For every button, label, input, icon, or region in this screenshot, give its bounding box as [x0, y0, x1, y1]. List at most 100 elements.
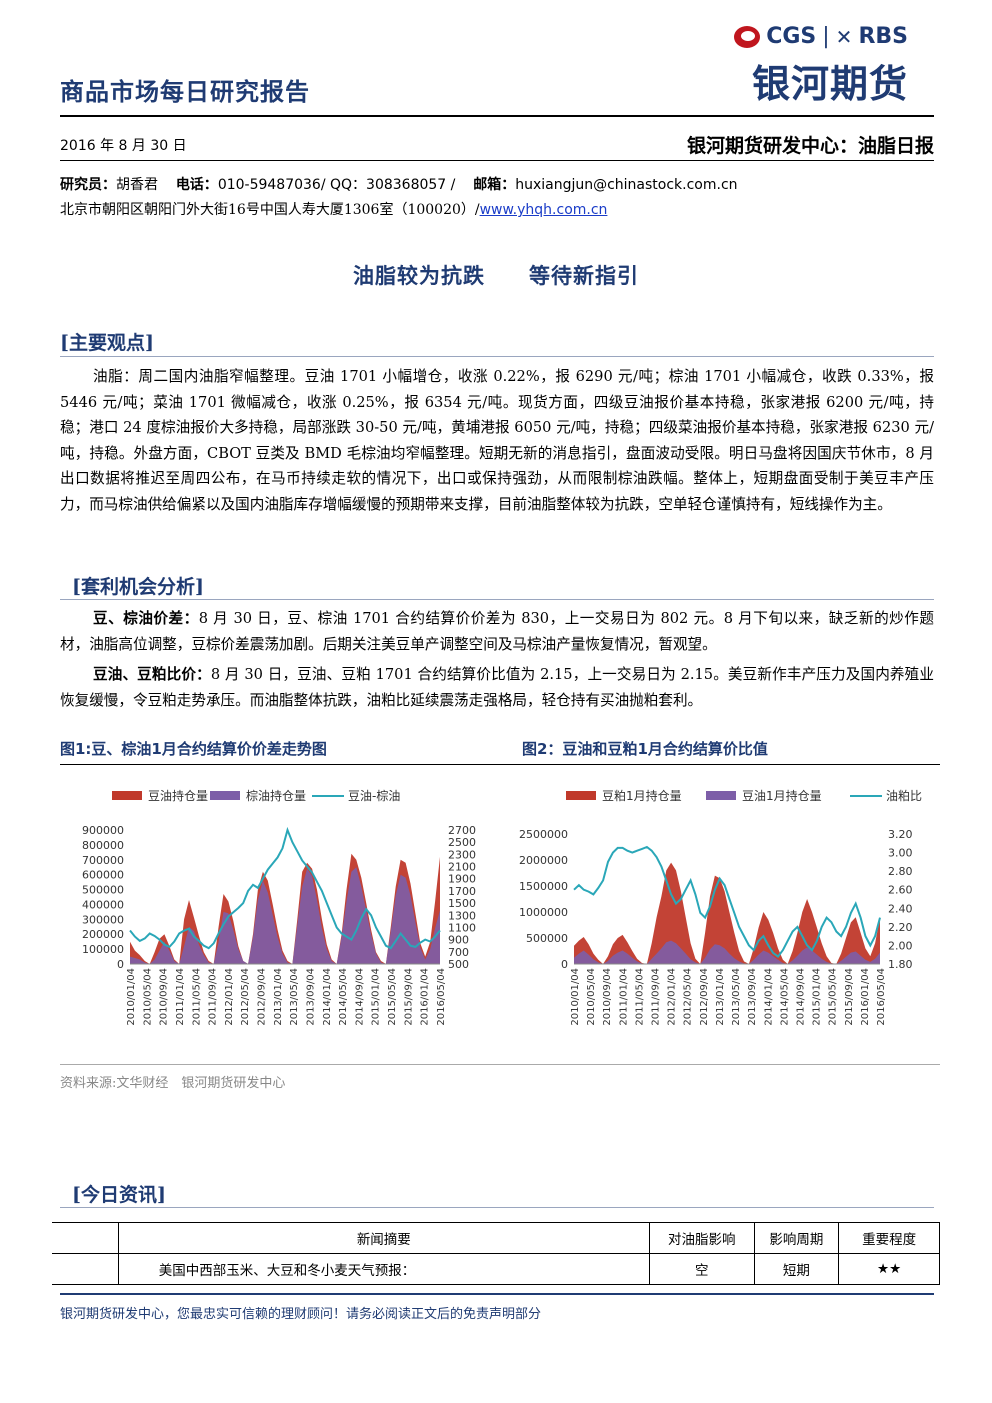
y-right-tick-label: 1300: [448, 909, 476, 922]
news-table: 新闻摘要 对油脂影响 影响周期 重要程度 美国中西部玉米、大豆和冬小麦天气预报：…: [52, 1222, 940, 1285]
x-tick-label: 2010/09/04: [602, 968, 613, 1026]
website-link[interactable]: www.yhqh.com.cn: [479, 202, 608, 218]
section-heading-news: [今日资讯]: [72, 1184, 166, 1206]
legend-label: 豆油持仓量: [148, 788, 208, 803]
x-tick-label: 2014/09/04: [354, 968, 365, 1026]
x-tick-label: 2011/05/04: [191, 968, 202, 1026]
x-tick-label: 2015/09/04: [844, 968, 855, 1026]
news-importance: ★★: [838, 1253, 940, 1285]
news-header-impact: 对油脂影响: [648, 1222, 755, 1254]
y-left-tick-label: 900000: [82, 824, 124, 837]
y-right-tick-label: 700: [448, 946, 469, 959]
rbs-logo-icon: ✕: [835, 24, 853, 49]
footer-rule: [60, 1293, 934, 1295]
x-tick-label: 2010/09/04: [159, 968, 170, 1026]
legend-label: 油粕比: [886, 788, 922, 803]
line-series: [129, 826, 441, 950]
x-tick-label: 2014/01/04: [322, 968, 333, 1026]
y-left-tick-label: 2000000: [519, 854, 568, 867]
x-tick-label: 2012/09/04: [699, 968, 710, 1026]
line-series: [573, 845, 881, 959]
data-source: 资料来源:文华财经 银河期货研发中心: [60, 1076, 286, 1091]
y-left-tick-label: 500000: [526, 932, 568, 945]
x-tick-label: 2014/05/04: [338, 968, 349, 1026]
chart-soy-palm-spread: 豆油持仓量 棕油持仓量 豆油-棕油 900000 800000 700000 600000 5…: [60, 772, 500, 1062]
y-right-tick-label: 1900: [448, 873, 476, 886]
y-left-tick-label: 0: [561, 958, 568, 971]
address-line: 北京市朝阳区朝阳门外大街16号中国人寿大厦1306室（100020）/www.y…: [60, 199, 607, 219]
news-row-label-cell: [52, 1253, 119, 1285]
y-right-tick-label: 1.80: [888, 958, 913, 971]
figure-1-caption: 图1:豆、棕油1月合约结算价价差走势图: [60, 740, 327, 758]
legend-label: 豆油-棕油: [348, 788, 400, 803]
area-series-1: [574, 862, 880, 964]
arbitrage-paragraph-2: 豆油、豆粕比价：8 月 30 日，豆油、豆粕 1701 合约结算价比值为 2.1…: [60, 662, 934, 713]
news-table-header-row: 新闻摘要 对油脂影响 影响周期 重要程度: [52, 1222, 940, 1254]
x-tick-label: 2014/05/04: [779, 968, 790, 1026]
y-right-tick-label: 2.00: [888, 939, 913, 952]
y-right-tick-label: 2100: [448, 861, 476, 874]
x-tick-label: 2014/09/04: [795, 968, 806, 1026]
y-left-tick-label: 1500000: [519, 880, 568, 893]
y-left-tick-label: 300000: [82, 913, 124, 926]
company-logo: CGS | ✕ RBS 银河期货: [718, 24, 908, 110]
figure-bottom-rule: [60, 1064, 940, 1065]
address: 北京市朝阳区朝阳门外大街16号中国人寿大厦1306室（100020）/: [60, 202, 480, 218]
legend-swatch: [112, 791, 142, 800]
main-views-paragraph: 油脂：周二国内油脂窄幅整理。豆油 1701 小幅增仓，收涨 0.22%，报 62…: [60, 368, 934, 513]
y-right-tick-label: 2.80: [888, 865, 913, 878]
y-right-tick-label: 1700: [448, 885, 476, 898]
y-left-tick-label: 400000: [82, 898, 124, 911]
section-heading-main-views: [主要观点]: [60, 332, 154, 354]
y-left-tick-label: 100000: [82, 943, 124, 956]
y-right-tick-label: 2.20: [888, 921, 913, 934]
header-sub-rule: [60, 160, 934, 161]
x-tick-label: 2013/01/04: [273, 968, 284, 1026]
area-series-2: [574, 940, 880, 964]
report-date: 2016 年 8 月 30 日: [60, 138, 187, 154]
y-left-tick-label: 700000: [82, 854, 124, 867]
chart-2-svg: 豆粕1月持仓量 豆油1月持仓量 油粕比 2500000 2000000 1500000 10…: [519, 788, 922, 1026]
y-right-tick-label: 3.20: [888, 828, 913, 841]
y-left-tick-label: 1000000: [519, 906, 568, 919]
y-right-tick-label: 3.00: [888, 847, 913, 860]
x-tick-label: 2010/01/04: [126, 968, 137, 1026]
legend-label: 豆粕1月持仓量: [602, 788, 682, 803]
legend-swatch: [706, 791, 736, 800]
x-tick-label: 2016/01/04: [420, 968, 431, 1026]
news-header-summary: 新闻摘要: [117, 1222, 650, 1254]
y-left-tick-label: 200000: [82, 928, 124, 941]
footer-disclaimer: 银河期货研发中心，您最忠实可信赖的理财顾问！请务必阅读正文后的免责声明部分: [60, 1307, 542, 1322]
y-right-tick-label: 2.60: [888, 884, 913, 897]
x-tick-label: 2016/05/04: [436, 968, 447, 1026]
section-heading-arbitrage: [套利机会分析]: [72, 576, 204, 598]
x-tick-label: 2014/01/04: [763, 968, 774, 1026]
y-right-tick-label: 2300: [448, 848, 476, 861]
x-tick-label: 2012/05/04: [240, 968, 251, 1026]
arbitrage-paragraph-1: 豆、棕油价差：8 月 30 日，豆、棕油 1701 合约结算价价差为 830，上…: [60, 606, 934, 657]
x-tick-label: 2010/05/04: [586, 968, 597, 1026]
report-title: 商品市场每日研究报告: [60, 77, 310, 106]
arbitrage-text-1: 8 月 30 日，豆、棕油 1701 合约结算价价差为 830，上一交易日为 8…: [60, 610, 934, 653]
x-tick-label: 2011/09/04: [208, 968, 219, 1026]
y-left-tick-label: 800000: [82, 839, 124, 852]
chart-1-svg: 豆油持仓量 棕油持仓量 豆油-棕油 900000 800000 700000 600000 5…: [82, 788, 476, 1026]
x-tick-label: 2011/01/04: [618, 968, 629, 1026]
x-tick-label: 2013/09/04: [305, 968, 316, 1026]
y-left-tick-label: 600000: [82, 869, 124, 882]
y-right-tick-label: 2500: [448, 836, 476, 849]
x-tick-label: 2010/05/04: [142, 968, 153, 1026]
researcher-name: 胡香君: [116, 177, 158, 193]
news-header-period: 影响周期: [753, 1222, 840, 1254]
news-period: 短期: [753, 1253, 840, 1285]
section-rule: [60, 1207, 934, 1208]
logo-rbs-text: RBS: [858, 24, 908, 49]
phone-number: 010-59487036/ QQ：308368057 /: [217, 177, 456, 193]
x-tick-label: 2015/01/04: [812, 968, 823, 1026]
legend-label: 棕油持仓量: [246, 788, 306, 803]
phone-label: 电话：: [175, 177, 218, 193]
legend-swatch: [566, 791, 596, 800]
arbitrage-label-2: 豆油、豆粕比价：: [93, 666, 211, 683]
y-right-tick-label: 2.40: [888, 902, 913, 915]
y-right-tick-label: 1100: [448, 921, 476, 934]
